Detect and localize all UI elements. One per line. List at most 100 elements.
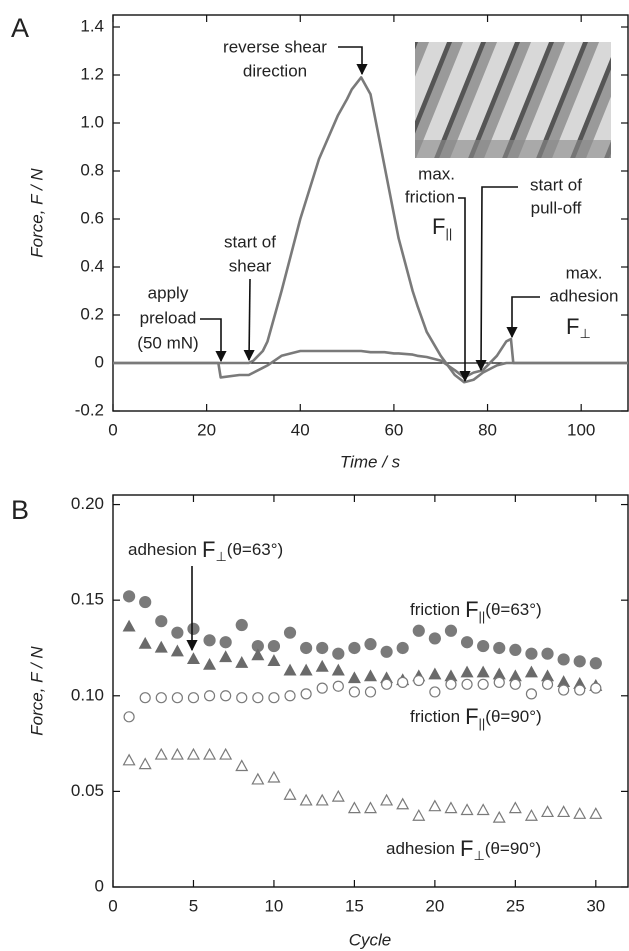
data-point xyxy=(347,671,361,684)
annotation-symbol: F xyxy=(432,214,445,239)
plot-frame xyxy=(112,14,629,412)
data-point xyxy=(267,770,281,783)
annotation-arrow xyxy=(475,186,518,372)
data-point xyxy=(332,647,345,660)
series-condition: (θ=63°) xyxy=(485,600,541,619)
annotation: (50 mN) xyxy=(137,333,198,352)
data-point xyxy=(283,787,297,800)
series-name: friction xyxy=(410,707,460,726)
data-point xyxy=(170,747,184,760)
x-axis-label: Time / s xyxy=(340,452,401,471)
x-tick-label: 0 xyxy=(108,420,117,439)
data-point xyxy=(122,619,136,632)
data-point xyxy=(524,809,538,821)
annotation: preload xyxy=(140,308,197,327)
data-point xyxy=(460,665,474,678)
x-tick-label: 100 xyxy=(567,420,595,439)
data-point xyxy=(493,641,506,655)
data-point xyxy=(171,692,183,704)
y-tick-label: 0.20 xyxy=(71,494,104,513)
annotation-symbol: F|| xyxy=(432,214,452,242)
annotation: pull-off xyxy=(531,198,582,217)
series-sub: || xyxy=(479,716,486,731)
series-sub: || xyxy=(479,609,486,624)
data-point xyxy=(557,805,571,818)
data-point xyxy=(364,638,377,651)
data-point xyxy=(412,624,425,637)
data-point xyxy=(525,647,538,660)
data-point xyxy=(155,615,168,628)
data-point xyxy=(315,793,329,806)
data-point xyxy=(171,626,184,639)
data-point xyxy=(332,680,344,692)
data-point xyxy=(541,647,554,660)
data-point xyxy=(187,622,200,635)
data-point xyxy=(558,684,570,696)
data-point xyxy=(461,678,473,690)
data-point xyxy=(219,650,233,663)
x-tick-label: 80 xyxy=(478,420,497,439)
data-point xyxy=(170,644,184,657)
data-point xyxy=(203,634,216,647)
data-point xyxy=(235,656,249,668)
annotation-sub: || xyxy=(445,226,452,241)
data-point xyxy=(364,686,377,698)
plot-frame xyxy=(112,494,629,888)
y-tick-label: 1.2 xyxy=(80,64,104,83)
annotation-sub: ⊥ xyxy=(579,326,590,341)
data-point xyxy=(492,810,506,823)
y-tick-label: 0.8 xyxy=(80,160,104,179)
data-point xyxy=(509,643,522,656)
annotation: shear xyxy=(229,256,272,275)
x-tick-label: 15 xyxy=(345,896,364,915)
data-point xyxy=(252,692,264,704)
series-label: adhesion F⊥(θ=63°) xyxy=(128,537,283,565)
data-point xyxy=(574,684,586,696)
force-curve xyxy=(113,76,628,384)
data-point xyxy=(283,663,297,676)
data-point xyxy=(477,639,490,653)
series-sub: ⊥ xyxy=(473,848,484,863)
data-point xyxy=(413,674,425,687)
data-point xyxy=(123,711,135,723)
y-tick-label: -0.2 xyxy=(75,400,104,419)
data-point xyxy=(428,667,442,680)
data-point xyxy=(219,747,233,760)
data-point xyxy=(251,772,265,785)
x-tick-label: 5 xyxy=(189,896,198,915)
series-label: friction F||(θ=90°) xyxy=(410,704,542,732)
series-symbol: F xyxy=(460,836,473,861)
annotation: friction xyxy=(405,187,455,206)
data-point xyxy=(331,789,345,802)
data-point xyxy=(139,692,151,704)
data-point xyxy=(557,653,570,666)
annotation-symbol: F⊥ xyxy=(566,314,591,342)
panel-label: B xyxy=(11,495,29,525)
data-point xyxy=(348,686,361,698)
x-tick-label: 10 xyxy=(264,896,283,915)
data-point xyxy=(155,692,167,704)
data-point xyxy=(396,641,409,655)
force-curve xyxy=(113,337,628,379)
data-point xyxy=(268,692,280,704)
series-name: adhesion xyxy=(386,839,455,858)
data-point xyxy=(589,657,602,670)
annotation: reverse shear xyxy=(223,37,327,56)
data-point xyxy=(476,803,490,816)
data-point xyxy=(139,595,152,609)
data-point xyxy=(299,663,313,676)
data-point xyxy=(186,747,200,760)
data-point xyxy=(476,665,490,678)
y-axis-label: Force, F / N xyxy=(27,646,46,736)
series-label: friction F||(θ=63°) xyxy=(410,597,542,625)
data-point xyxy=(235,618,248,632)
series-label: adhesion F⊥(θ=90°) xyxy=(386,836,541,864)
series-condition: (θ=90°) xyxy=(485,839,541,858)
data-point xyxy=(299,793,313,806)
x-tick-label: 60 xyxy=(384,420,403,439)
data-point xyxy=(509,678,521,690)
data-point xyxy=(460,636,474,649)
y-tick-label: 0.4 xyxy=(80,256,104,275)
data-point xyxy=(186,652,200,665)
